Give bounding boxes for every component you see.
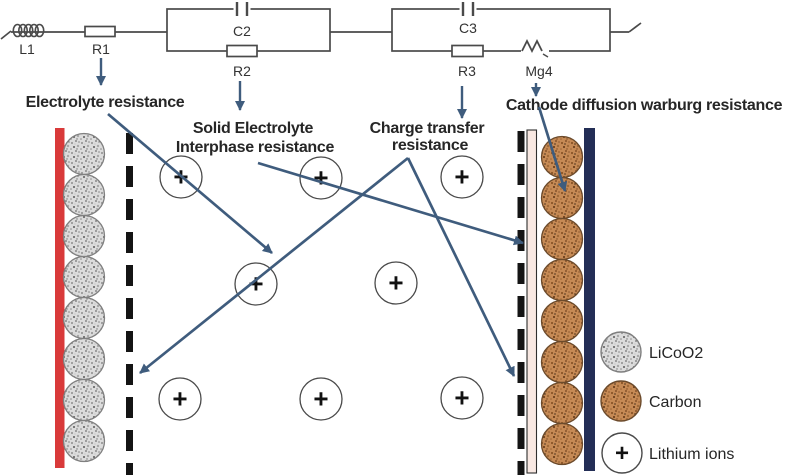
arrow-electrolyte-to-cell: [107, 112, 273, 255]
carbon-particle: [540, 135, 584, 179]
sei-resistance-label-line1: Solid Electrolyte: [193, 120, 314, 137]
label-r2: R2: [233, 63, 251, 79]
lithium-ion: +: [374, 261, 418, 305]
lithium-ion-plus: +: [313, 163, 328, 193]
capacitor-c3-symbol: [461, 2, 475, 16]
legend-item-lithium-ions: + Lithium ions: [601, 432, 734, 474]
label-r1: R1: [92, 41, 110, 57]
carbon-particle: [540, 422, 584, 466]
label-r3: R3: [458, 63, 476, 79]
cell-cross-section: + + + + + + +: [55, 128, 595, 475]
circuit-left-terminal: [0, 30, 12, 40]
label-mg4: Mg4: [525, 63, 552, 79]
legend-label-lithium-ions: Lithium ions: [649, 446, 734, 463]
electrolyte-resistance-label: Electrolyte resistance: [26, 94, 185, 111]
lithium-ion: +: [299, 156, 343, 200]
carbon-particle: [540, 258, 584, 302]
legend-label-carbon: Carbon: [649, 394, 701, 411]
licoo2-particle-column: [62, 132, 106, 463]
arrow-sei-to-anode-interface: [257, 161, 524, 246]
legend-lithium-plus: +: [615, 440, 629, 467]
anode-current-collector-bar: [584, 128, 595, 471]
lithium-ion-plus: +: [313, 384, 328, 414]
capacitor-c2-symbol: [235, 2, 249, 16]
lithium-ion-swatch: [601, 432, 643, 474]
carbon-particle: [540, 340, 584, 384]
carbon-particle: [540, 217, 584, 261]
lithium-ion: +: [440, 155, 484, 199]
resistor-r3-symbol: [451, 44, 484, 58]
lithium-ions: + + + + + + +: [158, 155, 484, 421]
label-c3: C3: [459, 20, 477, 36]
licoo2-particle: [62, 419, 106, 463]
lithium-ion-plus: +: [388, 268, 403, 298]
cathode-current-collector-bar: [55, 128, 65, 468]
lithium-ion-plus: +: [454, 383, 469, 413]
carbon-particle: [540, 299, 584, 343]
arrow-charge-transfer-to-cathode-interface: [139, 156, 409, 375]
lithium-ion-plus: +: [172, 384, 187, 414]
inductor-symbol: [12, 23, 45, 38]
lithium-ion-plus: +: [454, 162, 469, 192]
annotation-labels: Electrolyte resistance Solid Electrolyte…: [26, 94, 783, 156]
licoo2-particle: [62, 132, 106, 176]
component-labels: L1 R1 C2 R2 C3 R3 Mg4: [19, 20, 553, 79]
licoo2-swatch: [600, 331, 642, 373]
warburg-resistance-label: Cathode diffusion warburg resistance: [506, 97, 783, 114]
sei-resistance-label-line2: Interphase resistance: [176, 139, 335, 156]
lithium-ion: +: [440, 376, 484, 420]
carbon-particle-column: [540, 135, 584, 466]
charge-transfer-label-line2: resistance: [392, 137, 469, 154]
carbon-swatch: [600, 380, 642, 422]
legend-item-licoo2: LiCoO2: [600, 331, 703, 373]
licoo2-particle: [62, 173, 106, 217]
licoo2-particle: [62, 255, 106, 299]
label-c2: C2: [233, 23, 251, 39]
arrow-charge-transfer-to-anode-interface: [406, 157, 516, 377]
legend-item-carbon: Carbon: [600, 380, 701, 422]
lithium-ion: +: [299, 377, 343, 421]
arrow-warburg-to-carbon: [537, 106, 568, 192]
warburg-gap-mask: [521, 46, 549, 56]
separator-bar: [526, 129, 538, 474]
licoo2-particle: [62, 378, 106, 422]
rc-block-charge-transfer: [391, 8, 611, 52]
c3-gap-mask: [459, 5, 477, 13]
resistor-r2-symbol: [226, 44, 258, 58]
warburg-symbol: [521, 38, 543, 54]
lithium-ion: +: [158, 377, 202, 421]
c2-gap-mask: [233, 5, 251, 13]
annotation-arrows: [96, 58, 568, 377]
licoo2-particle: [62, 296, 106, 340]
licoo2-particle: [62, 214, 106, 258]
legend-label-licoo2: LiCoO2: [649, 345, 703, 362]
equivalent-circuit: [0, 2, 642, 58]
charge-transfer-label-line1: Charge transfer: [370, 120, 485, 137]
licoo2-particle: [62, 337, 106, 381]
legend: LiCoO2 Carbon + Lithium ions: [600, 331, 734, 474]
circuit-right-terminal: [610, 22, 642, 33]
resistor-r1-symbol: [84, 25, 116, 38]
label-l1: L1: [19, 41, 35, 57]
carbon-particle: [540, 381, 584, 425]
warburg-symbol-tail: [542, 53, 549, 58]
